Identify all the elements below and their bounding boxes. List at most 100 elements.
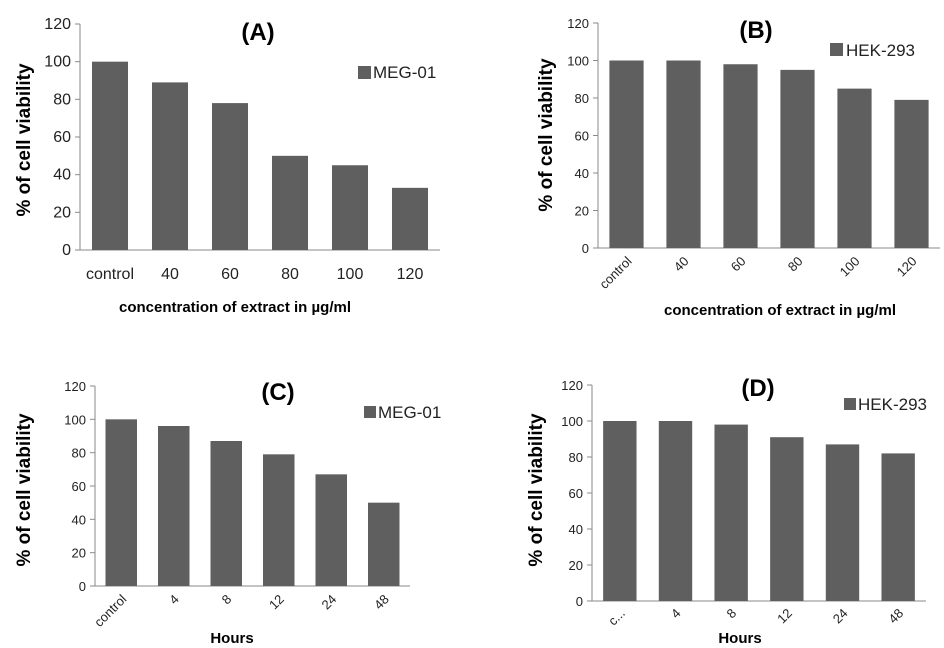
y-tick-label: 100 bbox=[561, 414, 583, 429]
y-tick-label: 80 bbox=[569, 450, 583, 465]
bar-control bbox=[609, 60, 644, 248]
y-tick-label: 60 bbox=[575, 129, 589, 144]
y-tick-label: 80 bbox=[53, 91, 71, 108]
bar-80 bbox=[272, 155, 308, 250]
x-tick-label: 120 bbox=[397, 266, 424, 283]
y-tick-label: 120 bbox=[561, 378, 583, 393]
bar-120 bbox=[392, 187, 428, 250]
y-tick-label: 40 bbox=[53, 167, 71, 184]
bar-60 bbox=[212, 103, 248, 250]
y-tick-label: 20 bbox=[575, 204, 589, 219]
x-tick-label: 12 bbox=[266, 592, 287, 613]
bar-100 bbox=[332, 165, 368, 250]
x-tick-label: 100 bbox=[837, 254, 863, 280]
bar-48 bbox=[368, 502, 400, 586]
bar-100 bbox=[837, 88, 872, 248]
bar-40 bbox=[152, 82, 188, 250]
y-axis-label: % of cell viability bbox=[14, 413, 35, 567]
legend-label: HEK-293 bbox=[858, 395, 927, 414]
bar-24 bbox=[315, 474, 347, 586]
y-tick-label: 60 bbox=[569, 486, 583, 501]
y-tick-label: 60 bbox=[53, 129, 71, 146]
y-tick-label: 20 bbox=[569, 558, 583, 573]
y-tick-label: 80 bbox=[575, 91, 589, 106]
bar-120 bbox=[894, 99, 929, 248]
bar-4 bbox=[158, 426, 190, 586]
x-tick-label: 4 bbox=[166, 592, 182, 608]
legend-label: MEG-01 bbox=[378, 403, 441, 422]
x-tick-label: 4 bbox=[668, 606, 684, 622]
y-tick-label: 40 bbox=[72, 512, 86, 527]
x-tick-label: 8 bbox=[724, 606, 740, 622]
panel-label: (A) bbox=[241, 19, 274, 46]
x-axis-label: concentration of extract in µg/ml bbox=[119, 299, 351, 316]
bar-80 bbox=[780, 69, 815, 248]
chart-panel-b: 0 20 40 60 80 100 120 control 40 60 80 100 120 (B) % o… bbox=[536, 16, 940, 319]
legend-label: MEG-01 bbox=[373, 63, 436, 82]
x-tick-label: control bbox=[596, 253, 634, 291]
bar-12 bbox=[770, 437, 804, 601]
x-tick-label: 12 bbox=[774, 606, 795, 627]
x-tick-label: 60 bbox=[728, 254, 749, 275]
y-tick-label: 0 bbox=[582, 241, 589, 256]
x-tick-label: c... bbox=[605, 606, 628, 629]
y-tick-label: 120 bbox=[567, 16, 589, 31]
panel-label: (D) bbox=[741, 375, 774, 402]
x-axis-label: Hours bbox=[718, 630, 761, 647]
bar-60 bbox=[723, 64, 758, 248]
bar-48 bbox=[881, 453, 915, 601]
x-tick-label: control bbox=[86, 266, 134, 283]
legend-swatch bbox=[358, 66, 371, 79]
bar-8 bbox=[714, 424, 748, 601]
y-tick-label: 20 bbox=[72, 546, 86, 561]
y-tick-label: 100 bbox=[64, 412, 86, 427]
y-tick-label: 20 bbox=[53, 204, 71, 221]
y-axis-label: % of cell viability bbox=[536, 58, 557, 212]
panel-label: (C) bbox=[261, 379, 294, 406]
bar-4 bbox=[658, 421, 693, 601]
x-tick-label: 80 bbox=[281, 266, 299, 283]
bar-control bbox=[92, 61, 128, 250]
x-tick-label: control bbox=[91, 591, 129, 629]
chart-panel-a: 0 20 40 60 80 100 120 control 40 60 80 100 120 (A) % o… bbox=[14, 16, 440, 316]
legend-swatch bbox=[830, 43, 843, 56]
y-tick-label: 0 bbox=[576, 594, 583, 609]
y-tick-label: 40 bbox=[569, 522, 583, 537]
y-tick-label: 0 bbox=[79, 579, 86, 594]
x-tick-label: 60 bbox=[221, 266, 239, 283]
y-tick-label: 100 bbox=[567, 54, 589, 69]
y-tick-label: 120 bbox=[44, 16, 71, 33]
y-tick-label: 40 bbox=[575, 166, 589, 181]
x-tick-label: 48 bbox=[371, 592, 392, 613]
bar-8 bbox=[210, 441, 242, 586]
x-axis-label: concentration of extract in µg/ml bbox=[664, 302, 896, 319]
x-tick-label: 40 bbox=[671, 254, 692, 275]
x-axis-label: Hours bbox=[210, 630, 253, 647]
x-tick-label: 100 bbox=[337, 266, 364, 283]
y-tick-label: 100 bbox=[44, 54, 71, 71]
y-axis-label: % of cell viability bbox=[14, 63, 35, 217]
legend-swatch bbox=[844, 398, 856, 410]
bar-control bbox=[105, 419, 137, 586]
x-tick-label: 8 bbox=[219, 592, 235, 608]
y-axis-label: % of cell viability bbox=[526, 413, 547, 567]
y-tick-label: 120 bbox=[64, 379, 86, 394]
bar-40 bbox=[666, 60, 701, 248]
bar-24 bbox=[825, 444, 860, 601]
x-tick-label: 24 bbox=[830, 606, 851, 627]
y-tick-label: 80 bbox=[72, 446, 86, 461]
legend-swatch bbox=[364, 406, 376, 418]
bar-c... bbox=[603, 421, 637, 601]
panel-label: (B) bbox=[739, 17, 772, 44]
x-tick-label: 24 bbox=[319, 592, 340, 613]
x-tick-label: 80 bbox=[785, 254, 806, 275]
bar-12 bbox=[263, 454, 295, 586]
x-tick-label: 40 bbox=[161, 266, 179, 283]
x-tick-label: 120 bbox=[894, 254, 920, 280]
x-tick-label: 48 bbox=[885, 606, 906, 627]
y-tick-label: 60 bbox=[72, 479, 86, 494]
legend-label: HEK-293 bbox=[846, 41, 915, 60]
y-tick-label: 0 bbox=[62, 242, 71, 259]
